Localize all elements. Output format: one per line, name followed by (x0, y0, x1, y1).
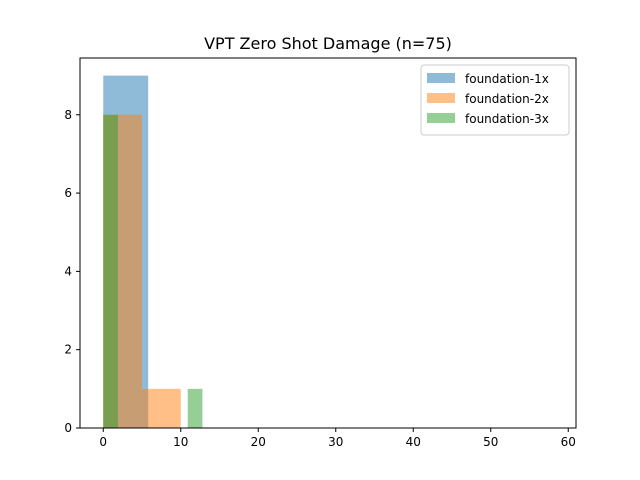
y-tick-label: 6 (64, 186, 72, 200)
x-tick-label: 40 (406, 435, 421, 449)
y-tick-label: 4 (64, 264, 72, 278)
legend-label-foundation-3x: foundation-3x (465, 112, 549, 126)
y-tick-label: 0 (64, 421, 72, 435)
y-tick-label: 2 (64, 343, 72, 357)
bars-layer (103, 75, 203, 428)
x-tick-label: 10 (173, 435, 188, 449)
plot-frame (79, 57, 577, 429)
bar-foundation-3x-0 (103, 114, 118, 428)
legend-swatch-foundation-2x (427, 93, 455, 103)
x-tick-label: 60 (561, 435, 576, 449)
x-tick-label: 50 (483, 435, 498, 449)
bar-foundation-2x-1 (142, 388, 181, 428)
legend-swatch-foundation-1x (427, 73, 455, 83)
x-tick-label: 20 (251, 435, 266, 449)
y-axis: 0 2 4 6 8 (64, 108, 80, 435)
x-tick-label: 0 (99, 435, 107, 449)
chart-title: VPT Zero Shot Damage (n=75) (204, 34, 452, 53)
x-tick-label: 30 (328, 435, 343, 449)
legend-swatch-foundation-3x (427, 113, 455, 123)
legend-box (420, 64, 570, 136)
x-axis: 0 10 20 30 40 50 60 (99, 428, 576, 449)
legend-label-foundation-1x: foundation-1x (465, 72, 549, 86)
y-tick-label: 8 (64, 108, 72, 122)
bar-foundation-3x-1 (187, 388, 203, 428)
legend-label-foundation-2x: foundation-2x (465, 92, 549, 106)
legend: foundation-1x foundation-2x foundation-3x (420, 64, 570, 136)
